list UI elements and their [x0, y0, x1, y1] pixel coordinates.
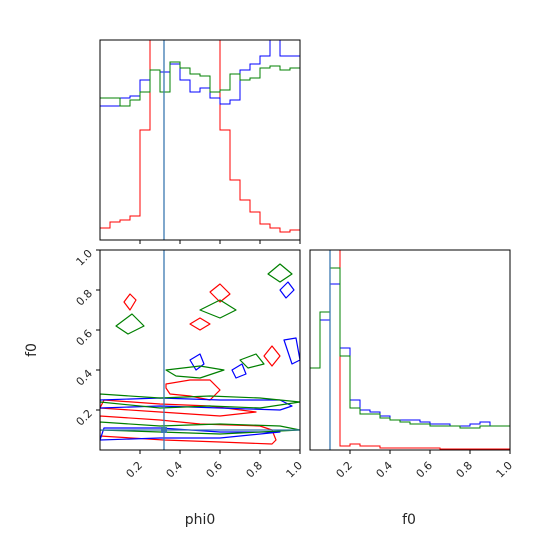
f0-y-tick-label: 0.4 — [74, 367, 96, 389]
f0-y-tick-label: 0.6 — [74, 327, 96, 349]
f0-hist-x-tick-label: 0.4 — [374, 459, 396, 481]
histogram-step-green — [310, 267, 510, 429]
contour-phi0-f0-panel: 0.2 0.4 0.6 0.8 1.0 0.2 0.4 0.6 0.8 1.0 — [74, 247, 306, 481]
f0-y-tick-label: 0.8 — [74, 287, 96, 309]
contour-line-red — [189, 317, 211, 331]
f0-hist-x-tick-label: 0.6 — [414, 459, 436, 481]
contour-line-red — [263, 345, 281, 367]
contour-line-green — [100, 421, 300, 435]
x-axis-label-phi0: phi0 — [185, 512, 216, 528]
histogram-step-blue — [100, 40, 300, 107]
x-axis-label-f0: f0 — [402, 512, 416, 528]
histogram-f0-panel: 0.2 0.4 0.6 0.8 1.0 — [309, 249, 516, 481]
histogram-phi0-panel — [99, 39, 301, 244]
contour-line-green — [115, 313, 145, 335]
contour-line-blue — [100, 397, 293, 411]
contour-line-green — [267, 263, 293, 283]
contour-line-green — [100, 393, 300, 409]
f0-hist-x-tick-label: 0.2 — [334, 459, 356, 481]
contour-line-blue — [189, 353, 205, 371]
phi0-x-tick-label: 0.4 — [164, 459, 186, 481]
contour-line-blue — [231, 363, 247, 379]
histogram-step-green — [100, 61, 300, 107]
y-axis-label-f0: f0 — [24, 343, 40, 357]
contour-line-red — [123, 293, 137, 311]
panel-frame — [99, 249, 301, 451]
f0-hist-x-tick-label: 0.8 — [454, 459, 476, 481]
phi0-x-tick-label: 0.8 — [244, 459, 266, 481]
contour-line-blue — [283, 337, 300, 365]
f0-y-tick-label: 1.0 — [74, 247, 96, 269]
contour-line-green — [199, 299, 237, 319]
contour-line-red — [100, 399, 257, 417]
panel-frame — [99, 39, 301, 241]
phi0-x-tick-label: 1.0 — [284, 459, 306, 481]
panel-frame — [309, 249, 511, 451]
contour-line-blue — [100, 427, 281, 441]
contour-line-red — [209, 283, 231, 303]
f0-hist-x-tick-label: 1.0 — [494, 459, 516, 481]
contour-line-blue — [279, 281, 295, 299]
contour-line-green — [239, 353, 265, 369]
truth-point-marker — [161, 427, 167, 433]
histogram-step-red — [100, 40, 300, 233]
phi0-x-tick-label: 0.6 — [204, 459, 226, 481]
phi0-x-tick-label: 0.2 — [124, 459, 146, 481]
contour-line-green — [165, 365, 225, 379]
f0-y-tick-label: 0.2 — [74, 407, 96, 429]
